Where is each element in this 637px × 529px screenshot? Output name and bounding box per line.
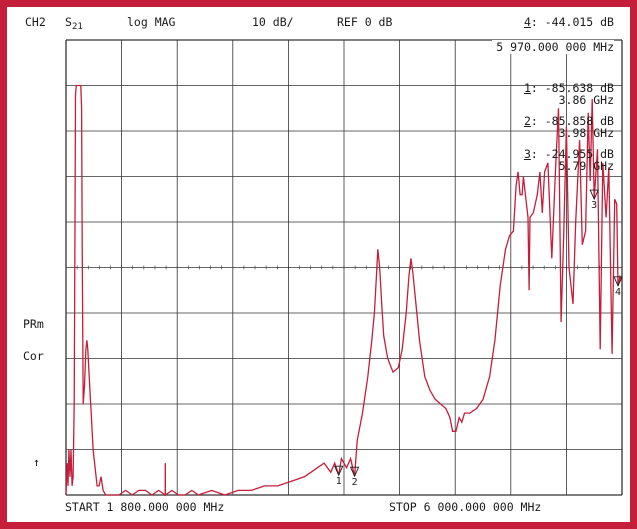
parameter-subscript: 21: [71, 22, 83, 32]
marker-1-label: 1: [523, 81, 531, 95]
marker-3-triangle: [589, 189, 599, 201]
parameter-label: S21: [65, 15, 83, 32]
stop-frequency: STOP 6 000.000 000 MHz: [389, 500, 542, 514]
cor-annotation: Cor: [23, 349, 44, 363]
marker-3-label: 3: [523, 147, 531, 161]
marker-2-label: 2: [523, 114, 531, 128]
format-label: log MAG: [127, 15, 176, 29]
prm-annotation: PRm: [23, 317, 44, 331]
graticule: [65, 39, 623, 496]
marker-2-value-row: 2: -85.858 dB: [523, 114, 614, 128]
active-marker-value: -44.015 dB: [544, 15, 614, 29]
marker-1-value: -85.638 dB: [544, 81, 614, 95]
active-marker-label: 4: [523, 15, 531, 29]
reference-label: REF 0 dB: [337, 15, 393, 29]
marker-1-triangle: [334, 465, 344, 477]
s21-trace: [65, 84, 623, 497]
start-frequency: START 1 800.000 000 MHz: [65, 500, 225, 514]
marker-1-value-row: 1: -85.638 dB: [523, 81, 614, 95]
active-marker-frequency: 5 970.000 000 MHz: [492, 40, 614, 54]
marker-glyphs: 1 2 3 4: [334, 189, 623, 488]
marker-3-number: 3: [591, 200, 597, 211]
marker-1-frequency: 3.86 GHz: [558, 93, 614, 107]
active-marker-readout: 4: -44.015 dB: [523, 15, 614, 29]
scale-label: 10 dB/: [252, 15, 294, 29]
marker-2-triangle: [349, 466, 360, 478]
marker-2-number: 2: [352, 477, 358, 488]
marker-4-number: 4: [615, 287, 621, 298]
parameter-main: S: [65, 15, 72, 29]
marker-2-value: -85.858 dB: [544, 114, 614, 128]
marker-3-value: -24.955 dB: [544, 147, 614, 161]
marker-1-number: 1: [336, 476, 342, 487]
plot-area: 1 234: [65, 39, 623, 497]
marker-2-frequency: 3.98 GHz: [558, 126, 614, 140]
marker-4-triangle: [613, 276, 623, 287]
marker-3-value-row: 3: -24.955 dB: [523, 147, 614, 161]
channel-label: CH2: [25, 15, 46, 29]
marker-3-frequency: 5.79 GHz: [558, 159, 614, 173]
reference-arrow-icon: ↑: [33, 455, 40, 469]
